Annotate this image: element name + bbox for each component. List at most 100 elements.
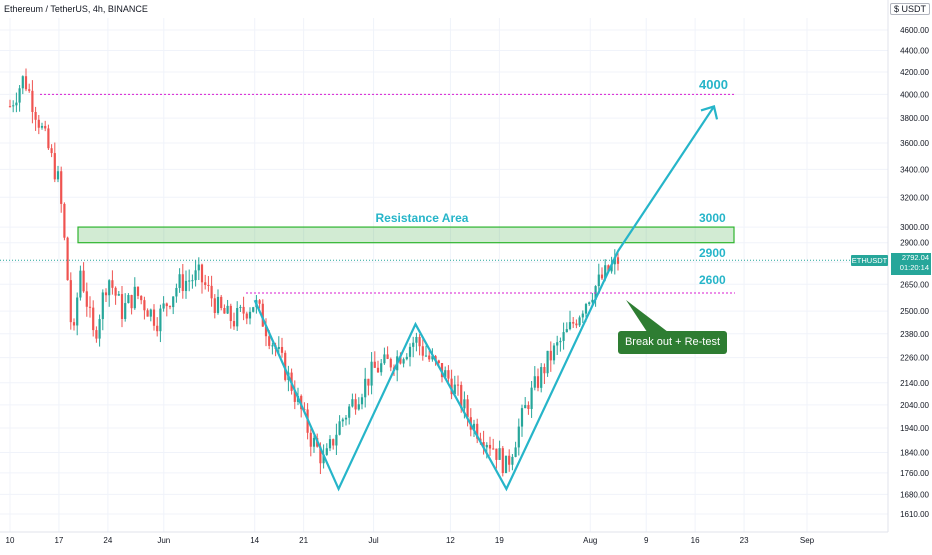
candle-down	[421, 346, 424, 356]
candle-up	[402, 359, 405, 364]
candle-down	[85, 291, 88, 307]
price-tick-label: 2650.00	[900, 280, 929, 289]
candle-down	[332, 439, 335, 446]
time-tick-label: Jun	[157, 536, 170, 545]
candle-down	[168, 306, 172, 308]
time-tick-label: 24	[103, 536, 112, 545]
candle-up	[216, 296, 220, 313]
candle-down	[28, 89, 31, 91]
price-tick-label: 1760.00	[900, 469, 929, 478]
candle-down	[63, 203, 66, 238]
level-label-4000: 4000	[699, 77, 728, 92]
candle-up	[485, 444, 488, 448]
candle-down	[399, 356, 402, 364]
candle-down	[210, 285, 213, 299]
candle-down	[143, 300, 146, 311]
candle-down	[156, 325, 159, 332]
candle-down	[428, 355, 431, 360]
candle-down	[376, 367, 380, 373]
candle-down	[213, 298, 216, 313]
price-axis: 4600.00 4400.00 4200.00 4000.00 3800.00 3600.…	[887, 0, 932, 550]
candle-up	[412, 342, 415, 347]
candle-up	[597, 274, 600, 287]
candle-up	[133, 286, 136, 309]
projection-line	[617, 105, 715, 252]
candle-down	[207, 284, 210, 286]
candle-down	[88, 306, 92, 308]
candle-up	[40, 125, 44, 128]
candle-down	[488, 444, 492, 449]
candle-up	[431, 356, 434, 360]
candle-down	[389, 358, 392, 368]
candle-down	[495, 448, 498, 460]
price-tick-label: 3000.00	[900, 223, 929, 232]
candle-down	[450, 378, 453, 395]
price-tick-label: 3600.00	[900, 139, 929, 148]
candle-up	[328, 439, 332, 449]
price-tick-label: 2500.00	[900, 307, 929, 316]
candle-up	[325, 448, 328, 455]
candle-up	[610, 264, 613, 272]
candle-up	[15, 102, 18, 106]
candle-up	[159, 308, 162, 332]
candle-down	[53, 153, 56, 180]
price-tick-label: 1940.00	[900, 424, 929, 433]
level-label-3000: 3000	[699, 211, 726, 225]
candle-up	[546, 350, 549, 374]
candle-down	[31, 90, 34, 112]
candle-up	[248, 311, 252, 319]
candle-up	[21, 76, 24, 89]
candle-down	[492, 448, 495, 450]
candle-down	[319, 446, 322, 464]
candle-down	[447, 370, 450, 379]
symbol-title[interactable]: Ethereum / TetherUS, 4h, BINANCE	[4, 4, 148, 14]
candle-down	[482, 442, 485, 448]
candle-down	[66, 237, 69, 281]
time-tick-label: 9	[644, 536, 649, 545]
candle-up	[383, 354, 386, 364]
current-price-value: 2792.04	[901, 253, 929, 262]
candle-down	[50, 148, 53, 154]
candle-up	[178, 274, 181, 288]
w-pattern	[253, 105, 719, 492]
candle-up	[76, 297, 79, 326]
candle-down	[264, 326, 268, 337]
candle-down	[607, 265, 610, 272]
breakout-callout: Break out + Re-test	[618, 331, 727, 354]
candle-down	[92, 307, 95, 331]
candle-up	[591, 299, 594, 303]
chart-grid	[0, 18, 888, 532]
candle-down	[229, 305, 232, 322]
candle-down	[309, 432, 312, 447]
candle-up	[424, 355, 428, 357]
price-tick-label: 3200.00	[900, 193, 929, 202]
candle-down	[140, 295, 143, 301]
candle-up	[79, 270, 82, 298]
time-tick-label: Sep	[800, 536, 815, 545]
price-tick-label: 2900.00	[900, 239, 929, 248]
candle-up	[360, 397, 364, 405]
candle-down	[44, 125, 47, 129]
resistance-zone	[77, 226, 735, 244]
level-lines	[0, 93, 888, 294]
candle-down	[600, 274, 604, 279]
candle-up	[191, 280, 194, 282]
candle-down	[136, 286, 140, 296]
symbol-price-tag: ETHUSDT	[851, 255, 888, 266]
candle-down	[543, 367, 546, 374]
candle-down	[82, 270, 85, 292]
candle-up	[444, 370, 447, 378]
candle-down	[460, 384, 463, 409]
candle-down	[386, 354, 389, 359]
candle-up	[472, 423, 476, 430]
candle-up	[117, 294, 120, 296]
candle-up	[56, 171, 60, 180]
candle-down	[536, 376, 540, 388]
candle-up	[226, 305, 229, 314]
candle-up	[588, 302, 591, 305]
currency-badge[interactable]: $ USDT	[889, 3, 930, 15]
candle-up	[524, 405, 527, 409]
candle-up	[312, 437, 316, 447]
